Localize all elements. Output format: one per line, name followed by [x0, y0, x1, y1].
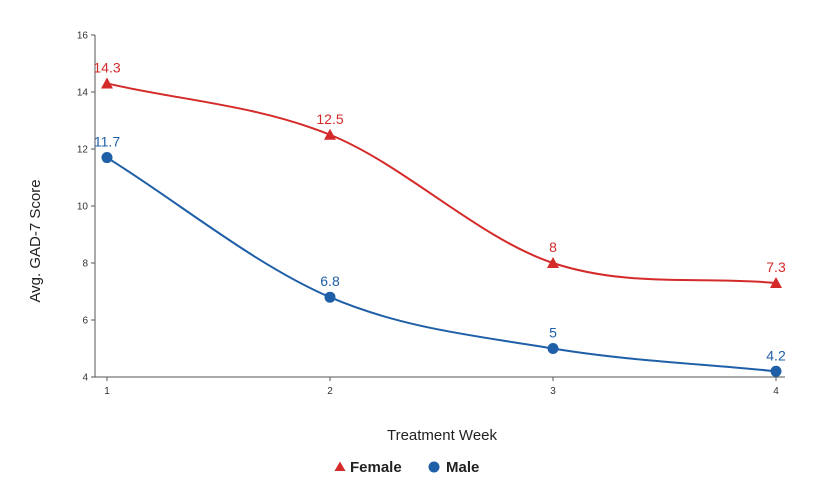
y-axis-ticks: 4 6 8 10 12 14 16: [77, 31, 95, 384]
series-male-data-label: 6.8: [320, 273, 340, 289]
y-tick-label: 4: [82, 373, 88, 384]
y-tick-label: 16: [77, 31, 89, 42]
series-male-data-label: 5: [549, 325, 557, 341]
series-male-point[interactable]: [101, 152, 113, 164]
series-male-data-label: 11.7: [94, 134, 120, 150]
y-tick-label: 10: [77, 202, 89, 213]
legend-male-marker-icon: [428, 461, 440, 473]
x-tick-label: 1: [104, 386, 110, 397]
legend-female-marker-icon: [334, 461, 346, 471]
axes: [94, 35, 785, 378]
x-axis-ticks: 1 2 3 4: [104, 377, 779, 397]
series-female-data-label: 8: [549, 239, 557, 255]
y-axis-title: Avg. GAD-7 Score: [27, 179, 44, 302]
series-female-data-label: 14.3: [93, 59, 120, 75]
series-female-point[interactable]: [547, 257, 559, 268]
series-male-data-label: 4.2: [766, 347, 786, 363]
x-tick-label: 4: [773, 386, 779, 397]
series-male-point[interactable]: [547, 343, 559, 354]
series-male-point[interactable]: [324, 291, 336, 303]
y-tick-label: 12: [77, 145, 89, 156]
series-male: 11.7 6.8 5 4.2: [94, 134, 786, 377]
series-female-point[interactable]: [324, 128, 336, 140]
y-tick-label: 6: [82, 316, 88, 327]
series-female-point[interactable]: [770, 276, 782, 288]
series-female-data-label: 7.3: [766, 259, 786, 275]
legend-female-label: Female: [350, 459, 402, 476]
x-tick-label: 3: [550, 386, 556, 397]
y-tick-label: 14: [77, 88, 89, 99]
x-tick-label: 2: [327, 386, 333, 397]
series-female-point[interactable]: [101, 77, 113, 89]
series-female-data-label: 12.5: [316, 111, 343, 127]
series-male-line: [106, 156, 777, 373]
series-female-line: [106, 82, 777, 284]
series-male-point[interactable]: [770, 365, 782, 377]
legend-item-female[interactable]: Female: [334, 459, 402, 476]
legend: Female Male: [334, 459, 480, 476]
series-layer: 14.3 12.5 8 7.3 11.7 6.8 5 4.2: [93, 59, 786, 377]
series-female: 14.3 12.5 8 7.3: [93, 59, 786, 288]
x-axis-title: Treatment Week: [387, 427, 498, 444]
y-tick-label: 8: [82, 259, 88, 270]
legend-item-male[interactable]: Male: [428, 459, 480, 476]
legend-male-label: Male: [446, 459, 479, 476]
